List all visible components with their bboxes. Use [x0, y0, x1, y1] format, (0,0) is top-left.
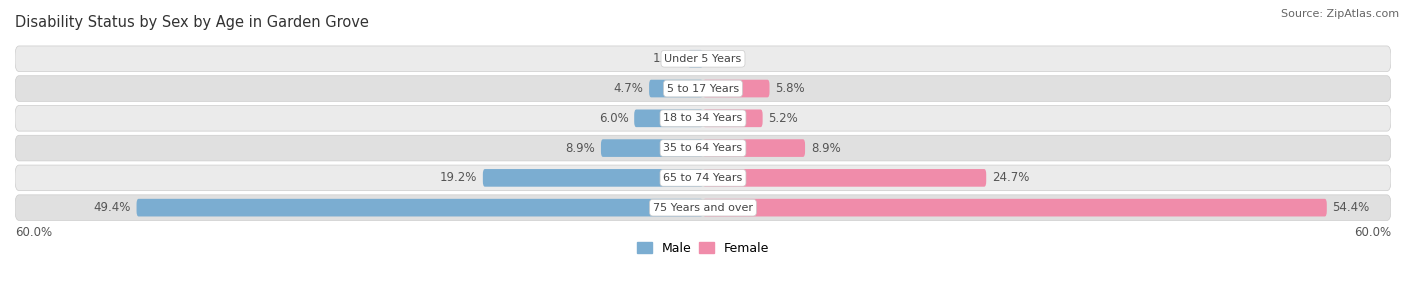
Text: 60.0%: 60.0% — [1354, 226, 1391, 239]
Text: 19.2%: 19.2% — [440, 171, 477, 184]
Text: 24.7%: 24.7% — [993, 171, 1029, 184]
Text: Source: ZipAtlas.com: Source: ZipAtlas.com — [1281, 9, 1399, 19]
FancyBboxPatch shape — [15, 76, 1391, 101]
FancyBboxPatch shape — [15, 165, 1391, 191]
Text: 8.9%: 8.9% — [811, 142, 841, 155]
Text: 65 to 74 Years: 65 to 74 Years — [664, 173, 742, 183]
FancyBboxPatch shape — [703, 139, 806, 157]
Text: 75 Years and over: 75 Years and over — [652, 203, 754, 212]
Text: 5 to 17 Years: 5 to 17 Years — [666, 84, 740, 94]
Text: 5.2%: 5.2% — [768, 112, 799, 125]
Text: 60.0%: 60.0% — [15, 226, 52, 239]
FancyBboxPatch shape — [482, 169, 703, 187]
Text: 5.8%: 5.8% — [775, 82, 804, 95]
FancyBboxPatch shape — [600, 139, 703, 157]
Legend: Male, Female: Male, Female — [631, 237, 775, 260]
Text: 0.0%: 0.0% — [709, 52, 738, 65]
Text: Under 5 Years: Under 5 Years — [665, 54, 741, 64]
FancyBboxPatch shape — [15, 46, 1391, 71]
Text: 8.9%: 8.9% — [565, 142, 595, 155]
FancyBboxPatch shape — [650, 80, 703, 97]
FancyBboxPatch shape — [15, 135, 1391, 161]
Text: 4.7%: 4.7% — [613, 82, 644, 95]
Text: 6.0%: 6.0% — [599, 112, 628, 125]
Text: 1.3%: 1.3% — [652, 52, 682, 65]
FancyBboxPatch shape — [703, 80, 769, 97]
Text: 18 to 34 Years: 18 to 34 Years — [664, 113, 742, 123]
Text: 54.4%: 54.4% — [1333, 201, 1369, 214]
FancyBboxPatch shape — [15, 105, 1391, 131]
FancyBboxPatch shape — [703, 109, 762, 127]
FancyBboxPatch shape — [136, 199, 703, 216]
FancyBboxPatch shape — [634, 109, 703, 127]
FancyBboxPatch shape — [15, 195, 1391, 220]
Text: Disability Status by Sex by Age in Garden Grove: Disability Status by Sex by Age in Garde… — [15, 15, 368, 30]
FancyBboxPatch shape — [703, 199, 1327, 216]
Text: 35 to 64 Years: 35 to 64 Years — [664, 143, 742, 153]
FancyBboxPatch shape — [688, 50, 703, 67]
FancyBboxPatch shape — [703, 169, 986, 187]
Text: 49.4%: 49.4% — [93, 201, 131, 214]
